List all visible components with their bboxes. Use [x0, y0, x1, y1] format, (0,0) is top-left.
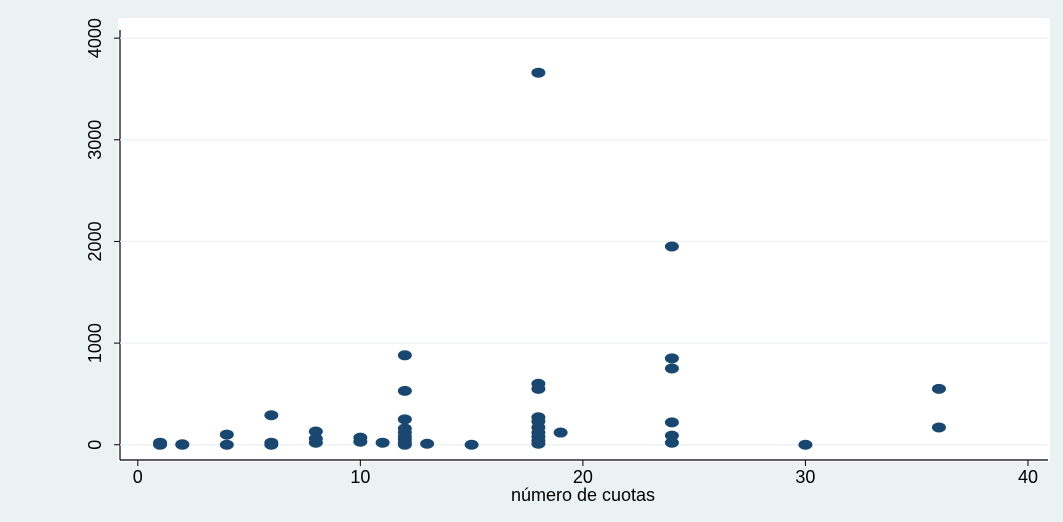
y-tick-label: 3000: [85, 120, 105, 160]
scatter-point: [219, 439, 234, 450]
scatter-point: [397, 385, 412, 396]
scatter-point: [397, 350, 412, 361]
scatter-point: [664, 363, 679, 374]
scatter-point: [175, 439, 190, 450]
scatter-point: [931, 383, 946, 394]
scatter-point: [931, 422, 946, 433]
scatter-point: [420, 438, 435, 449]
scatter-point: [531, 438, 546, 449]
scatter-point: [219, 429, 234, 440]
scatter-point: [798, 439, 813, 450]
x-tick-label: 10: [350, 467, 370, 487]
scatter-point: [664, 437, 679, 448]
scatter-point: [664, 353, 679, 364]
y-tick-label: 4000: [85, 18, 105, 58]
scatter-point: [264, 410, 279, 421]
scatter-point: [397, 414, 412, 425]
y-tick-label: 1000: [85, 323, 105, 363]
scatter-point: [464, 439, 479, 450]
scatter-point: [153, 437, 168, 448]
scatter-point: [531, 67, 546, 78]
x-tick-label: 0: [133, 467, 143, 487]
y-tick-label: 0: [85, 440, 105, 450]
x-tick-label: 40: [1018, 467, 1038, 487]
scatter-point: [308, 426, 323, 437]
scatter-point: [664, 430, 679, 441]
plot-area: [118, 18, 1050, 462]
scatter-point: [397, 439, 412, 450]
scatter-point: [353, 436, 368, 447]
scatter-point: [308, 437, 323, 448]
scatter-point: [664, 417, 679, 428]
scatter-point: [664, 241, 679, 252]
scatter-point: [531, 383, 546, 394]
scatter-point: [553, 427, 568, 438]
x-tick-label: 30: [795, 467, 815, 487]
scatter-point: [264, 439, 279, 450]
scatter-point: [375, 437, 390, 448]
x-axis-title: número de cuotas: [511, 485, 655, 505]
x-tick-label: 20: [573, 467, 593, 487]
y-tick-label: 2000: [85, 221, 105, 261]
